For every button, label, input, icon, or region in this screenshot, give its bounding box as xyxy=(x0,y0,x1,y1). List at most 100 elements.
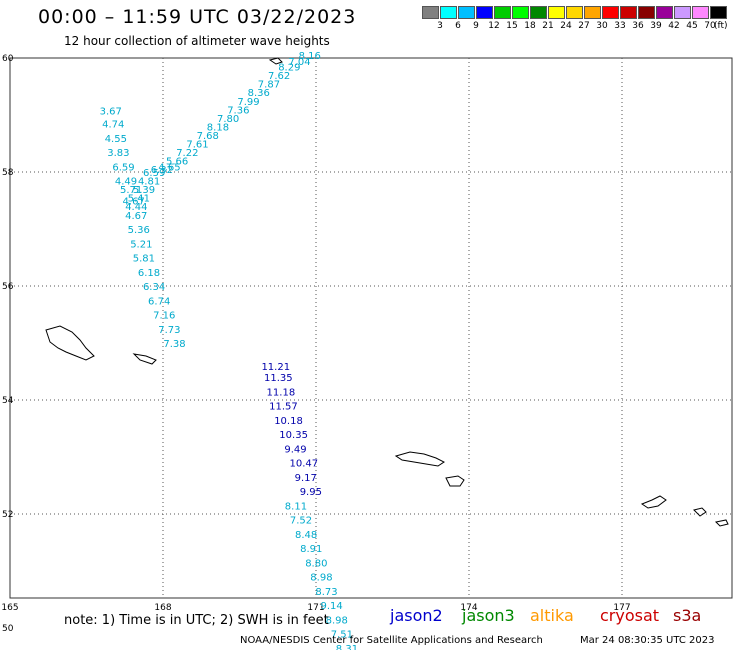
coastline-island xyxy=(268,57,283,65)
note-text: note: 1) Time is in UTC; 2) SWH is in fe… xyxy=(64,613,329,628)
swh-value-label: 8.11 xyxy=(285,501,307,512)
swh-value-label: 3.67 xyxy=(100,106,122,117)
swh-value-label: 7.16 xyxy=(153,311,175,322)
swh-value-label: 10.18 xyxy=(274,416,303,427)
lat-tick-label: 56 xyxy=(2,282,14,292)
swh-value-label: 4.44 xyxy=(125,202,147,213)
swh-value-label: 9.49 xyxy=(284,444,306,455)
swh-value-label: 4.74 xyxy=(102,120,124,131)
swh-value-label: 11.35 xyxy=(264,373,293,384)
lat-tick-label: 54 xyxy=(2,396,14,406)
swh-value-label: 8.91 xyxy=(300,544,322,555)
swh-value-label: 7.99 xyxy=(237,97,259,108)
legend-swatch xyxy=(710,6,727,19)
legend-label: 27 xyxy=(578,21,590,31)
sat-altika: altika xyxy=(530,606,574,625)
map-title: 00:00 – 11:59 UTC 03/22/2023 xyxy=(38,6,357,28)
swh-value-label: 7.36 xyxy=(227,105,249,116)
swh-value-label: 4.67 xyxy=(123,197,145,208)
legend-label: 3 xyxy=(437,21,443,31)
legend-label: 70 xyxy=(704,21,716,31)
coastline-island xyxy=(394,451,445,467)
lon-tick-label: 168 xyxy=(154,603,171,613)
swh-value-label: 6.59 xyxy=(143,168,165,179)
coastline-island xyxy=(693,507,707,517)
coastline-island xyxy=(640,495,667,509)
swh-value-label: 11.18 xyxy=(267,387,296,398)
map-subtitle: 12 hour collection of altimeter wave hei… xyxy=(64,34,330,48)
legend-label: 12 xyxy=(488,21,500,31)
swh-value-label: 4.55 xyxy=(105,134,127,145)
legend-swatch xyxy=(620,6,637,19)
legend-swatch xyxy=(566,6,583,19)
legend-swatch xyxy=(458,6,475,19)
legend-swatch xyxy=(584,6,601,19)
swh-value-label: 8.36 xyxy=(248,88,270,99)
swh-value-label: 3.83 xyxy=(107,148,129,159)
swh-value-label: 7.87 xyxy=(258,80,280,91)
swh-value-label: 8.29 xyxy=(278,63,300,74)
swh-value-label: 6.32 xyxy=(151,165,173,176)
swh-value-label: 8.31 xyxy=(336,644,358,650)
legend-swatch xyxy=(674,6,691,19)
legend-swatch xyxy=(440,6,457,19)
swh-value-label: 7.22 xyxy=(176,148,198,159)
swh-value-label: 5.71 xyxy=(120,185,142,196)
swh-value-label: 8.18 xyxy=(207,122,229,133)
swh-value-label: 7.62 xyxy=(268,71,290,82)
swh-value-label: 7.38 xyxy=(163,339,185,350)
swh-value-label: 4.81 xyxy=(138,177,160,188)
legend-swatch xyxy=(602,6,619,19)
swh-value-label: 8.80 xyxy=(305,558,327,569)
lon-tick-label: 165 xyxy=(1,603,18,613)
legend-label: 39 xyxy=(650,21,662,31)
lat-tick-label: 58 xyxy=(2,168,14,178)
swh-value-label: 5.81 xyxy=(133,254,155,265)
swh-value-label: 7.61 xyxy=(186,140,208,151)
swh-value-label: 9.95 xyxy=(300,487,322,498)
swh-value-label: 5.41 xyxy=(128,194,150,205)
map-frame xyxy=(9,57,733,599)
legend-swatch xyxy=(530,6,547,19)
swh-value-label: 5.36 xyxy=(128,225,150,236)
legend-label: 33 xyxy=(614,21,626,31)
legend-unit: (ft) xyxy=(714,21,728,31)
legend-swatch xyxy=(692,6,709,19)
swh-value-label: 10.35 xyxy=(279,430,308,441)
timestamp-text: Mar 24 08:30:35 UTC 2023 xyxy=(580,635,715,646)
swh-value-label: 5.21 xyxy=(130,239,152,250)
legend-label: 21 xyxy=(542,21,554,31)
swh-value-label: 8.16 xyxy=(299,51,321,62)
coastline-island xyxy=(132,353,157,365)
legend-label: 24 xyxy=(560,21,572,31)
swh-value-label: 10.47 xyxy=(290,459,319,470)
swh-value-label: 7.04 xyxy=(288,57,310,68)
swh-value-label: 4.67 xyxy=(125,211,147,222)
sat-s3a: s3a xyxy=(673,606,702,625)
legend-swatch xyxy=(476,6,493,19)
legend-label: 42 xyxy=(668,21,680,31)
legend-swatch xyxy=(422,6,439,19)
swh-value-label: 9.14 xyxy=(321,601,343,612)
swh-value-label: 6.34 xyxy=(143,282,165,293)
legend-label: 45 xyxy=(686,21,698,31)
swh-value-label: 7.52 xyxy=(290,516,312,527)
swh-value-label: 8.73 xyxy=(315,587,337,598)
sat-jason2: jason2 xyxy=(390,606,443,625)
swh-value-label: 7.73 xyxy=(158,325,180,336)
swh-value-label: 11.21 xyxy=(261,362,290,373)
swh-value-label: 11.57 xyxy=(269,402,298,413)
swh-value-label: 8.98 xyxy=(326,615,348,626)
swh-value-label: 9.17 xyxy=(295,473,317,484)
coastline-island xyxy=(45,325,95,361)
legend-swatch xyxy=(656,6,673,19)
lon-tick-label: 171 xyxy=(307,603,324,613)
swh-value-label: 7.80 xyxy=(217,114,239,125)
swh-value-label: 8.48 xyxy=(295,530,317,541)
lat-tick-label: 52 xyxy=(2,510,13,520)
lat-tick-label: 50 xyxy=(2,624,14,634)
swh-value-label: 7.68 xyxy=(197,131,219,142)
legend-label: 6 xyxy=(455,21,461,31)
